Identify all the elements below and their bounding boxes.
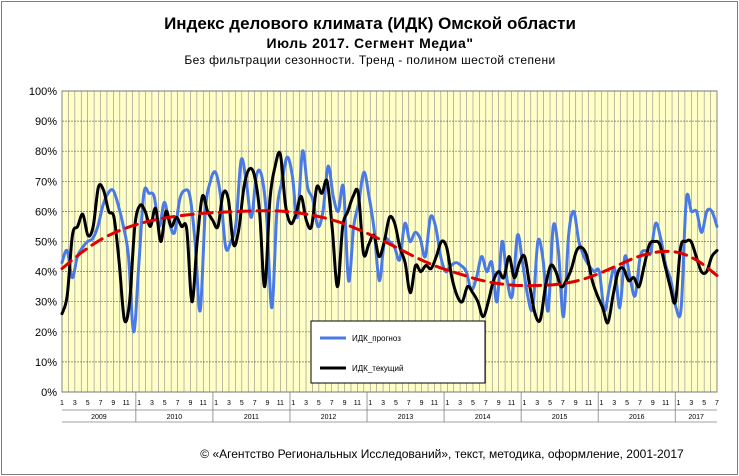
x-tick-label: 3 <box>458 400 462 407</box>
x-year-label: 2016 <box>629 414 645 421</box>
y-tick-label: 30% <box>35 297 57 309</box>
x-tick-label: 9 <box>651 400 655 407</box>
chart-title: Индекс делового климата (ИДК) Омской обл… <box>164 14 576 33</box>
x-tick-label: 3 <box>304 400 308 407</box>
x-tick-label: 9 <box>420 400 424 407</box>
x-year-label: 2010 <box>167 414 183 421</box>
x-tick-label: 11 <box>123 400 130 407</box>
x-tick-label: 7 <box>638 400 642 407</box>
x-year-label: 2011 <box>244 414 259 421</box>
x-year-label: 2015 <box>552 414 568 421</box>
x-tick-label: 11 <box>585 400 592 407</box>
x-year-label: 2013 <box>398 414 414 421</box>
y-tick-label: 80% <box>35 146 57 158</box>
x-tick-label: 3 <box>689 400 693 407</box>
x-tick-label: 5 <box>394 400 398 407</box>
x-tick-label: 3 <box>535 400 539 407</box>
x-tick-label: 5 <box>163 400 167 407</box>
x-tick-label: 1 <box>214 400 218 407</box>
x-tick-label: 3 <box>612 400 616 407</box>
x-tick-label: 9 <box>497 400 501 407</box>
x-tick-label: 11 <box>431 400 438 407</box>
legend-box <box>310 320 486 384</box>
x-year-label: 2012 <box>321 414 337 421</box>
series-line-prognoz <box>60 149 719 334</box>
x-tick-label: 9 <box>188 400 192 407</box>
x-tick-label: 5 <box>317 400 321 407</box>
legend: ИДК_прогноз ИДК_текущий <box>310 320 486 384</box>
y-tick-label: 20% <box>35 327 57 339</box>
legend-label-prognoz: ИДК_прогноз <box>352 334 401 343</box>
y-tick-label: 10% <box>35 357 57 369</box>
x-tick-label: 5 <box>548 400 552 407</box>
y-tick-label: 90% <box>35 116 57 128</box>
x-tick-label: 11 <box>662 400 669 407</box>
y-tick-label: 40% <box>35 267 57 279</box>
x-tick-label: 1 <box>445 400 449 407</box>
x-tick-label: 3 <box>381 400 385 407</box>
x-tick-label: 1 <box>60 400 64 407</box>
x-tick-label: 7 <box>176 400 180 407</box>
series-layer <box>60 149 719 334</box>
x-tick-label: 3 <box>150 400 154 407</box>
y-axis-ticks: 0% 10% 20% 30% 40% 50% 60% 70% 80% 90% 100% <box>29 86 57 399</box>
y-tick-label: 100% <box>29 86 57 98</box>
series-line-tekushchiy <box>60 150 719 325</box>
legend-label-tekushchiy: ИДК_текущий <box>352 364 403 373</box>
x-tick-label: 1 <box>599 400 603 407</box>
y-tick-label: 50% <box>35 237 57 249</box>
x-tick-label: 5 <box>86 400 90 407</box>
x-year-label: 2009 <box>91 414 107 421</box>
x-tick-label: 5 <box>625 400 629 407</box>
x-year-label: 2014 <box>475 414 491 421</box>
x-tick-label: 7 <box>330 400 334 407</box>
y-tick-label: 60% <box>35 206 57 218</box>
x-tick-label: 5 <box>702 400 706 407</box>
x-tick-label: 7 <box>99 400 103 407</box>
y-tick-label: 70% <box>35 176 57 188</box>
x-tick-label: 11 <box>277 400 284 407</box>
x-year-label: 2017 <box>688 414 704 421</box>
x-tick-label: 9 <box>266 400 270 407</box>
footer-copyright: © «Агентство Региональных Исследований»,… <box>200 447 684 461</box>
x-tick-label: 3 <box>227 400 231 407</box>
x-tick-label: 5 <box>240 400 244 407</box>
x-tick-label: 7 <box>561 400 565 407</box>
chart-subtitle: Июль 2017. Сегмент Медиа" <box>267 35 474 51</box>
chart-note: Без фильтрации сезонности. Тренд - полин… <box>184 53 555 67</box>
x-tick-label: 7 <box>253 400 257 407</box>
x-tick-label: 11 <box>200 400 207 407</box>
x-tick-label: 1 <box>677 400 681 407</box>
x-tick-label: 11 <box>508 400 515 407</box>
series-line-trend <box>60 209 719 288</box>
x-tick-label: 1 <box>137 400 141 407</box>
x-tick-label: 1 <box>291 400 295 407</box>
x-tick-label: 5 <box>471 400 475 407</box>
x-tick-label: 1 <box>368 400 372 407</box>
x-tick-label: 7 <box>484 400 488 407</box>
x-tick-label: 1 <box>522 400 526 407</box>
x-tick-label: 9 <box>111 400 115 407</box>
x-tick-label: 11 <box>354 400 361 407</box>
x-tick-label: 3 <box>73 400 77 407</box>
y-tick-label: 0% <box>41 387 57 399</box>
x-tick-label: 7 <box>407 400 411 407</box>
x-tick-label: 7 <box>715 400 719 407</box>
x-tick-label: 9 <box>343 400 347 407</box>
x-tick-label: 9 <box>574 400 578 407</box>
